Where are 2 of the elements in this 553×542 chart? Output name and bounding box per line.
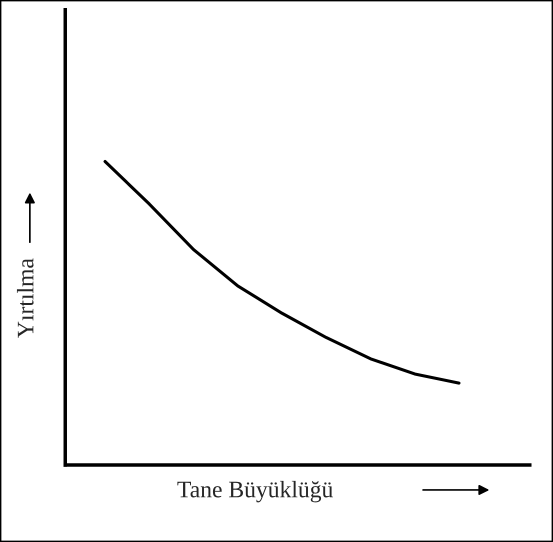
x-axis-title: Tane Büyüklüğü <box>177 480 333 502</box>
y-axis-title: Yırtılma <box>16 258 34 338</box>
